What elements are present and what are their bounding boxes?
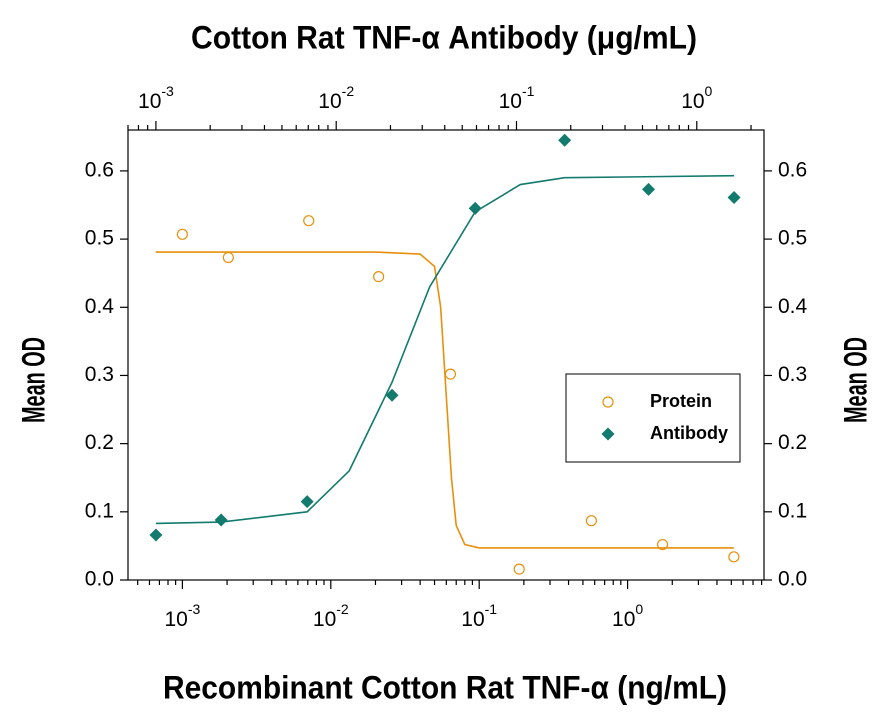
tick-base: 10 — [313, 608, 336, 631]
x-axis-title: Recombinant Cotton Rat TNF-α (ng/mL) — [163, 669, 727, 705]
y-tick-label: 0.6 — [85, 158, 114, 181]
point — [149, 528, 163, 542]
y-tick-label: 0.1 — [85, 499, 114, 522]
y2-axis-title: Mean OD — [837, 337, 873, 423]
tick-base: 10 — [318, 90, 341, 113]
x-tick-label: 10-2 — [318, 83, 354, 113]
y-tick-label: 0.3 — [85, 363, 114, 386]
x-tick-label: 10-3 — [164, 601, 200, 631]
point — [727, 191, 741, 204]
point — [176, 228, 188, 240]
legend-label: Protein — [650, 391, 712, 411]
point — [214, 513, 228, 527]
point — [468, 201, 482, 215]
tick-exponent: 0 — [705, 83, 713, 99]
point — [303, 215, 315, 227]
legend-label: Antibody — [650, 423, 728, 443]
tick-base: 10 — [681, 90, 704, 113]
fit-curve — [155, 251, 734, 549]
y-tick-label: 0.5 — [778, 227, 807, 250]
tick-base: 10 — [612, 608, 635, 631]
x-tick-label: 100 — [612, 601, 643, 631]
y-tick-label: 0.2 — [85, 431, 114, 454]
x-tick-label: 10-1 — [461, 601, 497, 631]
y-tick-label: 0.0 — [85, 568, 114, 591]
y-tick-label: 0.6 — [778, 158, 807, 181]
point — [373, 270, 385, 283]
y-tick-label: 0.5 — [85, 227, 114, 250]
tick-exponent: -2 — [336, 601, 349, 617]
point — [385, 388, 399, 402]
point — [558, 133, 572, 147]
tick-exponent: 0 — [635, 601, 643, 617]
tick-exponent: -1 — [485, 601, 498, 617]
x-tick-label: 100 — [681, 83, 712, 113]
tick-base: 10 — [164, 608, 187, 631]
x-tick-label: 10-3 — [138, 83, 174, 113]
legend-marker — [601, 427, 615, 441]
y-tick-label: 0.0 — [778, 568, 807, 591]
x2-axis-title: Cotton Rat TNF-α Antibody (μg/mL) — [191, 19, 697, 55]
y-tick-label: 0.2 — [778, 431, 807, 454]
fit-curve — [155, 174, 735, 525]
point — [300, 495, 314, 509]
y-tick-label: 0.3 — [778, 363, 807, 386]
point — [585, 515, 597, 527]
legend-box — [565, 373, 741, 463]
point — [656, 538, 669, 551]
y-tick-label: 0.4 — [85, 295, 115, 318]
point — [444, 368, 457, 380]
tick-exponent: -2 — [342, 83, 355, 99]
tick-base: 10 — [138, 90, 161, 113]
point — [222, 251, 234, 264]
legend-marker — [602, 396, 614, 408]
tick-base: 10 — [461, 608, 484, 631]
plot-frame — [127, 129, 765, 581]
y-axis-title: Mean OD — [15, 337, 51, 423]
tick-base: 10 — [499, 90, 522, 113]
tick-exponent: -3 — [161, 83, 174, 99]
tick-exponent: -3 — [188, 601, 201, 617]
tick-exponent: -1 — [522, 83, 535, 99]
x-tick-label: 10-2 — [313, 601, 349, 631]
point — [642, 182, 656, 196]
point — [513, 563, 525, 575]
y-tick-label: 0.1 — [778, 499, 807, 522]
point — [728, 551, 740, 563]
y-tick-label: 0.4 — [778, 295, 808, 318]
x-tick-label: 10-1 — [499, 83, 535, 113]
